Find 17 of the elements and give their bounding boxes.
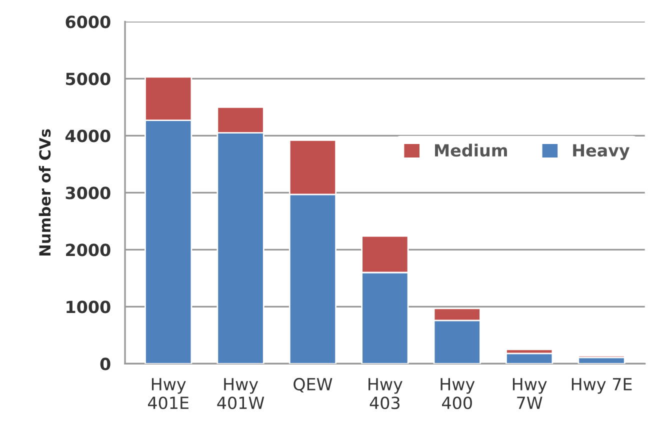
y-tick-label: 5000 [66,72,110,86]
x-tick-label: Hwy 401W [217,378,264,410]
y-tick-label: 4000 [65,130,110,142]
x-tick-label: Hwy 401E [148,378,188,410]
x-tick-label: Hwy 7W [512,378,547,409]
x-tick-label: Hwy 400 [440,378,475,410]
y-tick-label: 3000 [66,186,110,200]
x-tick-label: Hwy 403 [368,378,402,410]
x-tick-label: QEW [294,378,332,392]
y-tick-label: 2000 [66,244,110,256]
legend-label: Heavy [573,144,630,160]
y-tick-label: 1000 [66,300,110,314]
y-tick-label: 0 [100,358,110,370]
y-axis-title: Number of CVs [38,129,51,256]
x-tick-label: Hwy 7E [572,378,632,394]
y-tick-label: 6000 [66,16,110,28]
legend-label: Medium [435,144,507,157]
